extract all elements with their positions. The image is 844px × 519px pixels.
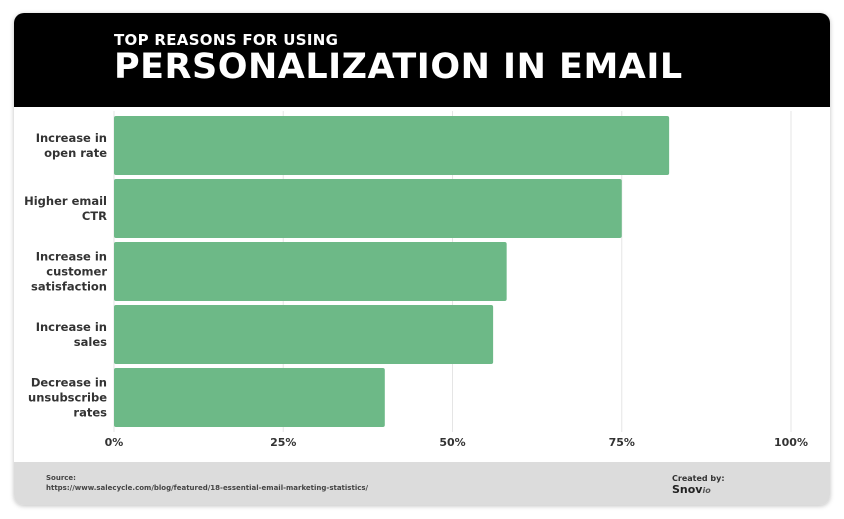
bar	[114, 242, 507, 301]
bar	[114, 368, 385, 427]
x-tick-label: 75%	[609, 436, 635, 449]
infographic-card: TOP REASONS FOR USING PERSONALIZATION IN…	[14, 13, 830, 505]
category-label: CTR	[82, 209, 107, 223]
category-label: unsubscribe	[28, 391, 107, 405]
brand-suffix: io	[702, 486, 711, 495]
category-label: satisfaction	[31, 280, 107, 294]
category-label: customer	[46, 265, 107, 279]
footer: Source: https://www.salecycle.com/blog/f…	[14, 462, 830, 505]
category-label: Increase in	[36, 320, 107, 334]
bar	[114, 116, 670, 175]
category-label: Increase in	[36, 131, 107, 145]
created-by-label: Created by:	[672, 474, 725, 483]
category-label: rates	[73, 406, 107, 420]
category-label: sales	[74, 335, 107, 349]
header-banner: TOP REASONS FOR USING PERSONALIZATION IN…	[14, 13, 830, 107]
x-tick-label: 25%	[270, 436, 296, 449]
chart-title: PERSONALIZATION IN EMAIL	[114, 47, 683, 87]
bar	[114, 179, 622, 238]
brand-logo: Snovio	[672, 483, 711, 496]
brand-name: Snov	[672, 483, 703, 496]
x-tick-label: 50%	[439, 436, 465, 449]
category-label: Higher email	[24, 194, 107, 208]
x-tick-label: 0%	[105, 436, 124, 449]
bar	[114, 305, 494, 364]
category-label: open rate	[44, 146, 107, 160]
category-label: Decrease in	[31, 376, 107, 390]
x-tick-label: 100%	[774, 436, 808, 449]
chart-subtitle: TOP REASONS FOR USING	[114, 31, 339, 49]
source-url: https://www.salecycle.com/blog/featured/…	[46, 484, 369, 492]
source-label: Source:	[46, 474, 76, 482]
category-label: Increase in	[36, 250, 107, 264]
